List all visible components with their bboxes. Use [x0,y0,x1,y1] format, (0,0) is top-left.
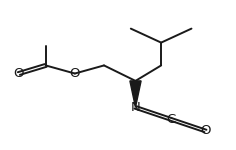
Text: C: C [166,113,175,126]
Text: O: O [70,67,80,80]
Text: O: O [14,67,24,80]
Text: O: O [200,124,211,137]
Text: N: N [131,101,140,114]
Polygon shape [130,81,141,107]
